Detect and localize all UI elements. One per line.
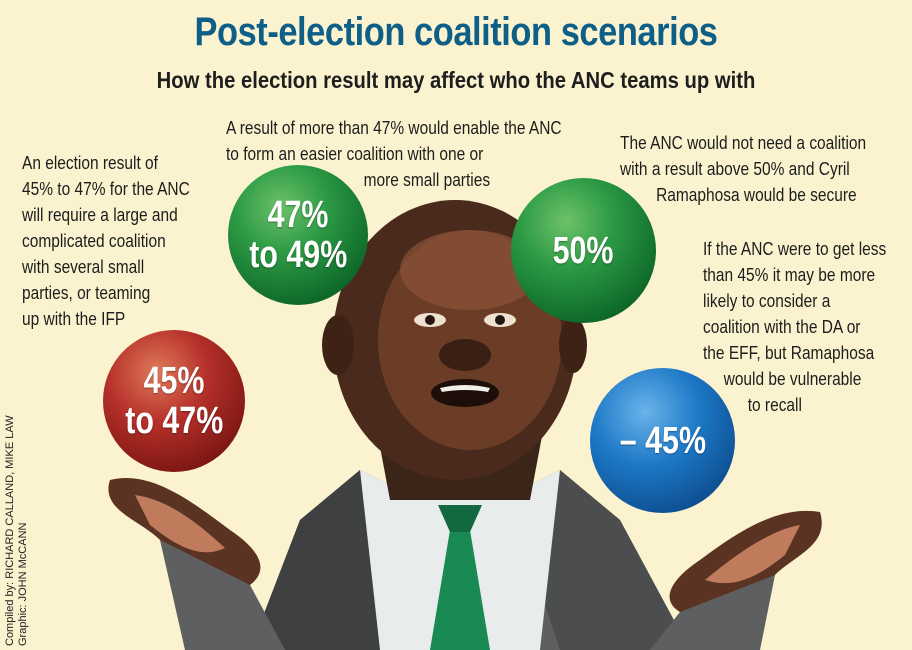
ball-label: to 47%	[124, 400, 223, 442]
right-sleeve	[650, 575, 775, 650]
note-line: up with the IFP	[22, 309, 126, 329]
note-line: will require a large and	[22, 205, 178, 225]
credit-compiled: Compiled by: RICHARD CALLAND, MIKE LAW	[4, 415, 16, 646]
note-line: to form an easier coalition with one or	[226, 144, 484, 164]
note-line: coalition with the DA or	[703, 317, 861, 337]
suit-shadow-right	[530, 470, 690, 650]
note-line: parties, or teaming	[22, 283, 151, 303]
forehead-light	[400, 230, 540, 310]
credit-graphic: Graphic: JOHN McCANN	[17, 522, 29, 646]
note-line: to recall	[747, 395, 802, 415]
ball-label: 50%	[553, 229, 614, 272]
ball-minus-45: – 45%	[590, 368, 735, 513]
note-50: The ANC would not need a coalition with …	[620, 130, 866, 208]
left-hand-palm	[135, 495, 225, 553]
tie-knot	[438, 505, 482, 532]
credits: Compiled by: RICHARD CALLAND, MIKE LAW G…	[4, 396, 30, 646]
left-sleeve	[160, 540, 285, 650]
teeth	[440, 385, 490, 392]
note-line: Ramaphosa would be secure	[656, 185, 857, 205]
ball-label: to 49%	[248, 234, 347, 276]
tie	[430, 508, 490, 650]
note-minus-45: If the ANC were to get less than 45% it …	[703, 236, 886, 418]
right-pupil	[495, 315, 505, 325]
note-line: the EFF, but Ramaphosa	[703, 343, 875, 363]
note-line: The ANC would not need a coalition	[620, 133, 867, 153]
note-line: likely to consider a	[703, 291, 831, 311]
suit-shadow	[250, 470, 400, 650]
right-hand-palm	[705, 525, 800, 584]
mouth	[431, 379, 499, 407]
ball-label: – 45%	[619, 419, 706, 462]
page-subtitle: How the election result may affect who t…	[156, 67, 756, 93]
page-title: Post-election coalition scenarios	[194, 10, 718, 54]
note-line: An election result of	[22, 153, 158, 173]
ball-label: 45%	[143, 360, 205, 402]
right-ear	[559, 317, 587, 373]
note-line: than 45% it may be more	[703, 265, 876, 285]
note-line: 45% to 47% for the ANC	[22, 179, 190, 199]
nose	[439, 339, 491, 371]
note-line: If the ANC were to get less	[703, 239, 887, 259]
note-line: more small parties	[363, 170, 491, 190]
ball-50: 50%	[511, 178, 656, 323]
note-45-to-47: An election result of 45% to 47% for the…	[22, 150, 190, 332]
left-pupil	[425, 315, 435, 325]
note-line: would be vulnerable	[723, 369, 862, 389]
ball-45-to-47: 45% to 47%	[103, 330, 245, 472]
note-line: with several small	[22, 257, 145, 277]
ball-47-to-49: 47% to 49%	[228, 165, 368, 305]
note-line: complicated coalition	[22, 231, 166, 251]
left-ear	[322, 315, 354, 375]
ball-label: 47%	[267, 194, 329, 236]
note-line: A result of more than 47% would enable t…	[226, 118, 562, 138]
note-47-to-49: A result of more than 47% would enable t…	[226, 115, 562, 193]
note-line: with a result above 50% and Cyril	[620, 159, 850, 179]
